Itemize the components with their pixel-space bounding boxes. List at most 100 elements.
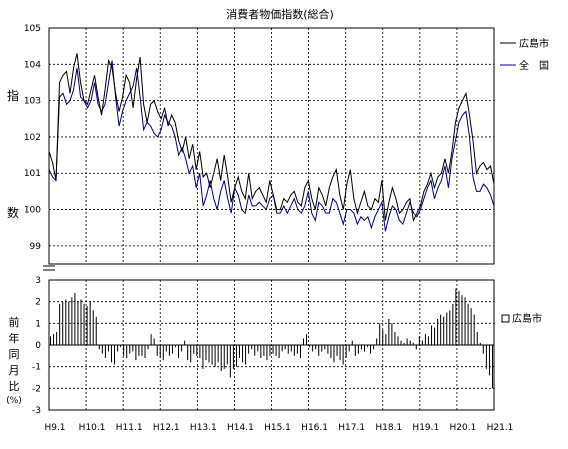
bar xyxy=(251,345,253,350)
bar xyxy=(376,338,378,345)
bar xyxy=(348,345,350,352)
bar xyxy=(309,345,311,348)
bar xyxy=(110,345,112,363)
bar xyxy=(150,334,152,345)
upper-y-tick-label: 99 xyxy=(30,242,42,252)
bar xyxy=(165,345,167,352)
bar xyxy=(184,340,186,345)
bar xyxy=(214,345,216,367)
upper-y-ticks: 99 100 101 102 103 104 105 xyxy=(24,24,41,252)
bar xyxy=(56,332,58,345)
x-ticks: H9.1 H10.1 H11.1 H12.1 H13.1 H14.1 H15.1 H16.1 H… xyxy=(44,423,513,433)
bar xyxy=(278,345,280,358)
upper-y-tick-label: 103 xyxy=(24,97,41,107)
bar xyxy=(306,334,308,345)
bar xyxy=(107,345,109,352)
bar xyxy=(312,345,314,352)
x-tick-label: H16.1 xyxy=(301,423,328,433)
bar xyxy=(156,345,158,356)
bar xyxy=(470,308,472,345)
legend-label: 広島市 xyxy=(512,312,542,325)
bar xyxy=(367,345,369,348)
bar xyxy=(461,295,463,345)
bar xyxy=(351,340,353,345)
bar xyxy=(193,345,195,354)
bar xyxy=(248,345,250,354)
x-tick-label: H17.1 xyxy=(338,423,365,433)
bar xyxy=(293,345,295,356)
lower-y-tick-label: 0 xyxy=(35,341,41,351)
bar xyxy=(357,345,359,354)
lower-y-tick-label: -1 xyxy=(32,363,41,373)
bar xyxy=(141,345,143,356)
bar xyxy=(114,345,116,365)
x-tick-label: H9.1 xyxy=(44,423,65,433)
bar xyxy=(129,345,131,354)
lower-y-tick-label: 3 xyxy=(35,276,41,286)
bar xyxy=(235,345,237,367)
lower-plot-frame xyxy=(48,279,495,411)
bar xyxy=(135,345,137,361)
bar xyxy=(168,345,170,356)
x-tick-label: H15.1 xyxy=(264,423,291,433)
bar xyxy=(226,345,228,365)
upper-y-tick-label: 102 xyxy=(24,133,41,143)
bar xyxy=(284,345,286,350)
bar xyxy=(440,314,442,345)
lower-y-tick-label: -3 xyxy=(32,406,41,416)
legend-swatch xyxy=(501,314,510,323)
lower-ylabel-char: 比 xyxy=(9,380,20,393)
bar xyxy=(159,345,161,358)
bar xyxy=(455,288,457,345)
bar xyxy=(126,345,128,358)
bar xyxy=(397,336,399,345)
bar xyxy=(196,345,198,356)
bar xyxy=(409,340,411,345)
bar xyxy=(464,297,466,345)
bar xyxy=(400,340,402,345)
upper-grid xyxy=(49,27,494,264)
bar xyxy=(427,336,429,345)
bar xyxy=(290,345,292,352)
lower-grid xyxy=(49,279,494,411)
x-tick-label: H18.1 xyxy=(375,423,402,433)
bar xyxy=(299,345,301,358)
chart-title: 消費者物価指数(総合) xyxy=(226,7,334,21)
bar xyxy=(242,345,244,363)
bar xyxy=(446,312,448,345)
bar xyxy=(117,345,119,352)
bar xyxy=(388,319,390,345)
legend-label: 広島市 xyxy=(519,37,549,50)
bar xyxy=(382,329,384,345)
bar xyxy=(86,306,88,345)
bar xyxy=(345,345,347,358)
lower-y-tick-label: 1 xyxy=(35,319,41,329)
bar xyxy=(123,345,125,356)
bar xyxy=(190,345,192,363)
bar xyxy=(491,345,493,389)
bar xyxy=(62,301,64,345)
bar xyxy=(330,345,332,358)
bar xyxy=(437,319,439,345)
bar xyxy=(373,345,375,350)
lower-ylabel-char: 年 xyxy=(9,331,20,345)
bar xyxy=(266,345,268,361)
bar xyxy=(144,345,146,358)
lower-ylabel-unit: (%) xyxy=(6,396,22,406)
bar xyxy=(53,334,55,345)
upper-ylabel-char: 指 xyxy=(7,88,19,103)
bar xyxy=(391,323,393,345)
bar xyxy=(431,325,433,345)
upper-y-tick-label: 100 xyxy=(24,206,41,216)
bar xyxy=(59,303,61,345)
bar xyxy=(147,345,149,350)
bar xyxy=(379,323,381,345)
bar xyxy=(272,345,274,354)
lower-y-ticks: -3 -2 -1 0 1 2 3 xyxy=(32,276,41,416)
bar xyxy=(449,310,451,345)
bar xyxy=(418,336,420,345)
lower-ylabel-char: 月 xyxy=(9,364,20,377)
lower-ylabel-char: 同 xyxy=(9,348,20,361)
bar xyxy=(162,345,164,361)
